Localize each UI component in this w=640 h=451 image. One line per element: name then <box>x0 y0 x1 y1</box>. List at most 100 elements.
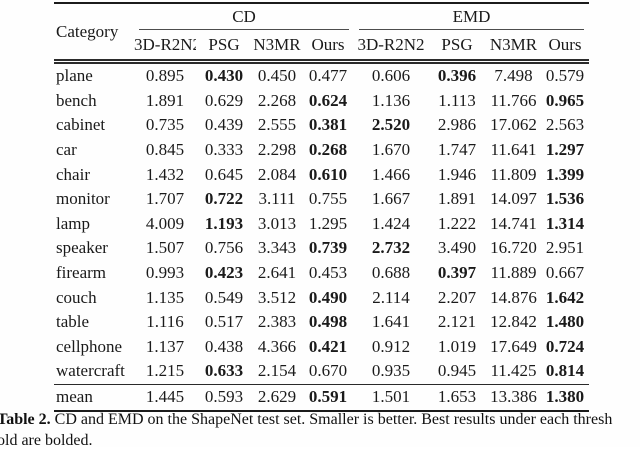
cell-value: 2.154 <box>252 359 302 384</box>
cell-value: 0.667 <box>541 261 589 286</box>
column-header-psg-emd: PSG <box>428 30 486 62</box>
cell-value: 2.986 <box>428 113 486 138</box>
category-column-header: Category <box>54 3 134 62</box>
cell-value: 0.498 <box>302 310 354 335</box>
cell-value: 0.735 <box>134 113 196 138</box>
caption-text: CD and EMD on the ShapeNet test set. Sma… <box>51 411 613 428</box>
row-category-label: chair <box>54 162 134 187</box>
cell-value: 11.766 <box>486 89 541 114</box>
cell-value: 0.624 <box>302 89 354 114</box>
cell-value: 0.549 <box>196 285 252 310</box>
cell-value: 2.732 <box>354 236 428 261</box>
emd-group-label: EMD <box>453 7 491 26</box>
cell-value: 1.642 <box>541 285 589 310</box>
cell-value: 1.667 <box>354 187 428 212</box>
table-caption: Table 2. CD and EMD on the ShapeNet test… <box>0 410 640 451</box>
row-category-label: cabinet <box>54 113 134 138</box>
row-category-label: couch <box>54 285 134 310</box>
group-header-emd: EMD <box>354 3 589 30</box>
cell-value: 1.432 <box>134 162 196 187</box>
cell-value: 3.013 <box>252 212 302 237</box>
cell-value: 2.207 <box>428 285 486 310</box>
cell-value: 0.756 <box>196 236 252 261</box>
row-category-label: speaker <box>54 236 134 261</box>
cell-value: 1.891 <box>134 89 196 114</box>
row-category-label: car <box>54 138 134 163</box>
row-category-label: mean <box>54 384 134 411</box>
cell-value: 0.396 <box>428 62 486 89</box>
cell-value: 1.466 <box>354 162 428 187</box>
cell-value: 0.438 <box>196 335 252 360</box>
cell-value: 1.295 <box>302 212 354 237</box>
cell-value: 0.912 <box>354 335 428 360</box>
cell-value: 2.121 <box>428 310 486 335</box>
cell-value: 2.298 <box>252 138 302 163</box>
group-header-row: Category CD EMD <box>54 3 589 30</box>
cell-value: 1.019 <box>428 335 486 360</box>
cell-value: 14.876 <box>486 285 541 310</box>
cell-value: 1.653 <box>428 384 486 411</box>
cell-value: 1.137 <box>134 335 196 360</box>
row-category-label: firearm <box>54 261 134 286</box>
cell-value: 11.641 <box>486 138 541 163</box>
cell-value: 0.688 <box>354 261 428 286</box>
column-header-ours-cd: Ours <box>302 30 354 62</box>
cell-value: 0.450 <box>252 62 302 89</box>
row-category-label: bench <box>54 89 134 114</box>
cd-group-label: CD <box>232 7 256 26</box>
caption-line-2: old are bolded. <box>0 431 640 451</box>
row-category-label: table <box>54 310 134 335</box>
cell-value: 0.629 <box>196 89 252 114</box>
cell-value: 0.397 <box>428 261 486 286</box>
column-header-ours-emd: Ours <box>541 30 589 62</box>
cell-value: 0.965 <box>541 89 589 114</box>
cell-value: 1.480 <box>541 310 589 335</box>
cell-value: 0.579 <box>541 62 589 89</box>
cell-value: 1.399 <box>541 162 589 187</box>
cell-value: 0.670 <box>302 359 354 384</box>
cd-cmidrule: CD <box>139 4 349 30</box>
cell-value: 1.136 <box>354 89 428 114</box>
emd-cmidrule: EMD <box>359 4 584 30</box>
cell-value: 1.193 <box>196 212 252 237</box>
cell-value: 3.512 <box>252 285 302 310</box>
cell-value: 0.935 <box>354 359 428 384</box>
caption-line-1: Table 2. CD and EMD on the ShapeNet test… <box>0 410 640 431</box>
cell-value: 0.845 <box>134 138 196 163</box>
cell-value: 1.297 <box>541 138 589 163</box>
column-header-n3mr-cd: N3MR <box>252 30 302 62</box>
cell-value: 3.490 <box>428 236 486 261</box>
column-header-3d-r2n2-emd: 3D-R2N2 <box>354 30 428 62</box>
cell-value: 1.135 <box>134 285 196 310</box>
cell-value: 0.421 <box>302 335 354 360</box>
cell-value: 17.649 <box>486 335 541 360</box>
cell-value: 14.097 <box>486 187 541 212</box>
cell-value: 16.720 <box>486 236 541 261</box>
cell-value: 0.439 <box>196 113 252 138</box>
cell-value: 0.423 <box>196 261 252 286</box>
cell-value: 0.593 <box>196 384 252 411</box>
cell-value: 1.380 <box>541 384 589 411</box>
cell-value: 1.891 <box>428 187 486 212</box>
row-category-label: watercraft <box>54 359 134 384</box>
cell-value: 0.722 <box>196 187 252 212</box>
group-header-cd: CD <box>134 3 354 30</box>
cell-value: 3.111 <box>252 187 302 212</box>
cell-value: 0.645 <box>196 162 252 187</box>
cell-value: 1.113 <box>428 89 486 114</box>
cell-value: 2.629 <box>252 384 302 411</box>
